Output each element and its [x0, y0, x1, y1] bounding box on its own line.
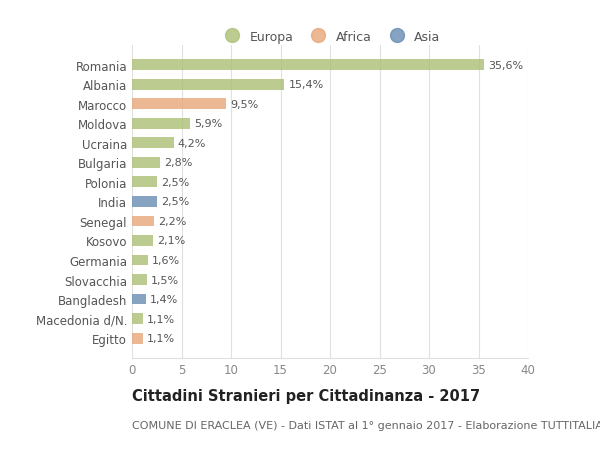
- Text: 15,4%: 15,4%: [289, 80, 323, 90]
- Bar: [132, 294, 146, 305]
- Text: 1,5%: 1,5%: [151, 275, 179, 285]
- Bar: [132, 313, 143, 325]
- Bar: [132, 235, 153, 246]
- Text: COMUNE DI ERACLEA (VE) - Dati ISTAT al 1° gennaio 2017 - Elaborazione TUTTITALIA: COMUNE DI ERACLEA (VE) - Dati ISTAT al 1…: [132, 420, 600, 430]
- Text: 9,5%: 9,5%: [230, 100, 258, 109]
- Legend: Europa, Africa, Asia: Europa, Africa, Asia: [215, 26, 445, 49]
- Bar: [132, 177, 157, 188]
- Bar: [132, 99, 226, 110]
- Text: 1,1%: 1,1%: [147, 314, 175, 324]
- Text: 1,6%: 1,6%: [152, 256, 180, 265]
- Text: 2,8%: 2,8%: [164, 158, 192, 168]
- Bar: [132, 196, 157, 207]
- Text: 2,5%: 2,5%: [161, 178, 189, 187]
- Bar: [132, 274, 147, 285]
- Text: 1,4%: 1,4%: [150, 295, 178, 304]
- Text: 2,2%: 2,2%: [158, 217, 186, 226]
- Bar: [132, 333, 143, 344]
- Bar: [132, 255, 148, 266]
- Text: 5,9%: 5,9%: [194, 119, 223, 129]
- Bar: [132, 118, 190, 129]
- Text: 2,1%: 2,1%: [157, 236, 185, 246]
- Text: 4,2%: 4,2%: [178, 139, 206, 148]
- Bar: [132, 138, 173, 149]
- Text: Cittadini Stranieri per Cittadinanza - 2017: Cittadini Stranieri per Cittadinanza - 2…: [132, 388, 480, 403]
- Text: 2,5%: 2,5%: [161, 197, 189, 207]
- Bar: [132, 157, 160, 168]
- Text: 1,1%: 1,1%: [147, 334, 175, 343]
- Bar: [132, 79, 284, 90]
- Bar: [132, 60, 484, 71]
- Bar: [132, 216, 154, 227]
- Text: 35,6%: 35,6%: [488, 61, 524, 70]
